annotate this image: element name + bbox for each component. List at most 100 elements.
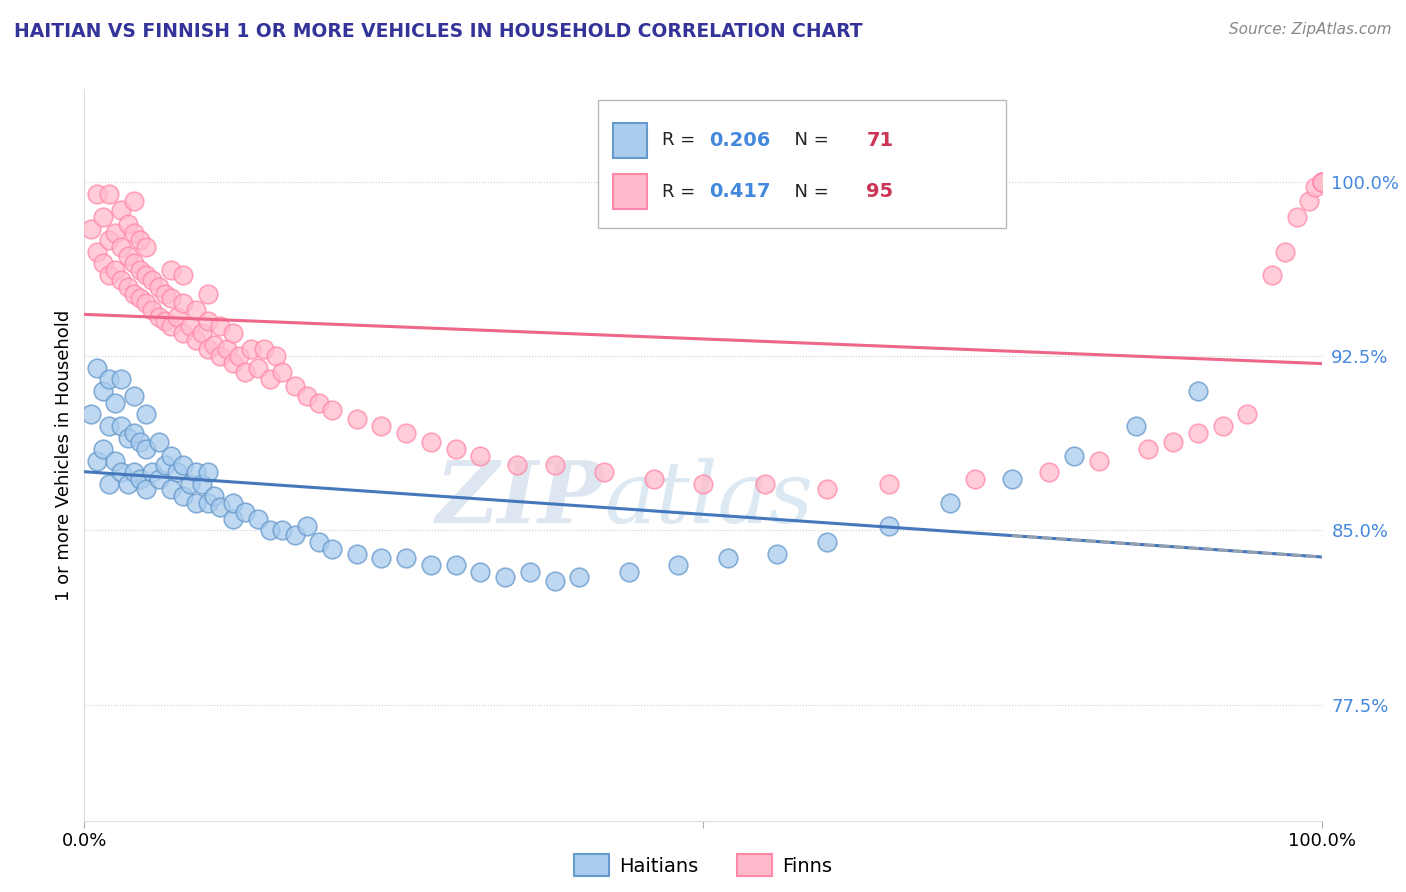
Point xyxy=(346,547,368,561)
Point xyxy=(1187,384,1209,398)
Point xyxy=(209,500,232,515)
Point xyxy=(222,512,245,526)
Point xyxy=(197,343,219,357)
Point xyxy=(122,425,145,440)
Point xyxy=(617,565,640,579)
Point xyxy=(1285,210,1308,224)
Text: R =: R = xyxy=(662,131,702,149)
Point xyxy=(148,310,170,324)
FancyBboxPatch shape xyxy=(598,100,1007,228)
Point xyxy=(191,477,214,491)
Point xyxy=(104,226,127,240)
Point xyxy=(166,466,188,480)
Point xyxy=(104,263,127,277)
Point xyxy=(148,472,170,486)
Text: 0.417: 0.417 xyxy=(709,182,770,201)
Point xyxy=(104,395,127,409)
Point xyxy=(939,495,962,509)
Point xyxy=(1310,175,1333,189)
Point xyxy=(233,505,256,519)
Point xyxy=(308,395,330,409)
Point xyxy=(141,302,163,317)
Point xyxy=(1298,194,1320,208)
Point xyxy=(98,477,121,491)
Point xyxy=(153,286,176,301)
Point xyxy=(692,477,714,491)
FancyBboxPatch shape xyxy=(613,123,647,158)
Point xyxy=(1236,407,1258,421)
Point xyxy=(172,458,194,473)
Point xyxy=(370,418,392,433)
Point xyxy=(1137,442,1160,456)
Point xyxy=(222,356,245,370)
Text: N =: N = xyxy=(783,131,835,149)
Point xyxy=(110,372,132,386)
Point xyxy=(593,466,616,480)
Point xyxy=(191,326,214,340)
Point xyxy=(153,458,176,473)
Point xyxy=(271,366,294,380)
Point xyxy=(179,319,201,334)
Point xyxy=(419,435,441,450)
Point xyxy=(965,472,987,486)
Point xyxy=(240,343,263,357)
Point xyxy=(98,418,121,433)
Point xyxy=(148,435,170,450)
Point xyxy=(117,217,139,231)
Point xyxy=(877,477,900,491)
Point xyxy=(91,210,114,224)
Text: Source: ZipAtlas.com: Source: ZipAtlas.com xyxy=(1229,22,1392,37)
Text: atlas: atlas xyxy=(605,458,813,541)
Point xyxy=(86,454,108,468)
Point xyxy=(179,477,201,491)
Point xyxy=(135,295,157,310)
Point xyxy=(666,558,689,573)
Point xyxy=(444,442,467,456)
Point xyxy=(91,384,114,398)
Point xyxy=(117,279,139,293)
Point xyxy=(264,349,287,363)
Point xyxy=(86,244,108,259)
Point xyxy=(568,570,591,584)
Point xyxy=(98,268,121,282)
Point xyxy=(117,477,139,491)
Point xyxy=(419,558,441,573)
Point xyxy=(122,256,145,270)
Point xyxy=(470,565,492,579)
Point xyxy=(1038,466,1060,480)
Point xyxy=(98,186,121,201)
Point xyxy=(135,407,157,421)
Point xyxy=(86,360,108,375)
Point xyxy=(295,518,318,533)
Point xyxy=(122,466,145,480)
Point xyxy=(135,482,157,496)
Point xyxy=(1305,179,1327,194)
Point xyxy=(259,372,281,386)
Point xyxy=(110,202,132,217)
Point xyxy=(141,272,163,286)
Point xyxy=(122,226,145,240)
Text: 95: 95 xyxy=(866,182,893,201)
Point xyxy=(1310,175,1333,189)
Point xyxy=(197,495,219,509)
Point xyxy=(222,326,245,340)
Point xyxy=(253,343,276,357)
Point xyxy=(506,458,529,473)
Point xyxy=(321,402,343,417)
Point xyxy=(202,489,225,503)
Point xyxy=(1261,268,1284,282)
Point xyxy=(184,495,207,509)
Point xyxy=(184,333,207,347)
Text: 71: 71 xyxy=(866,131,893,150)
Point xyxy=(1088,454,1111,468)
Point xyxy=(1310,175,1333,189)
Point xyxy=(122,389,145,403)
Point xyxy=(754,477,776,491)
Point xyxy=(129,435,152,450)
Point xyxy=(1063,449,1085,463)
Point xyxy=(104,454,127,468)
Point xyxy=(184,466,207,480)
Point xyxy=(110,418,132,433)
Point xyxy=(284,528,307,542)
Point xyxy=(160,482,183,496)
